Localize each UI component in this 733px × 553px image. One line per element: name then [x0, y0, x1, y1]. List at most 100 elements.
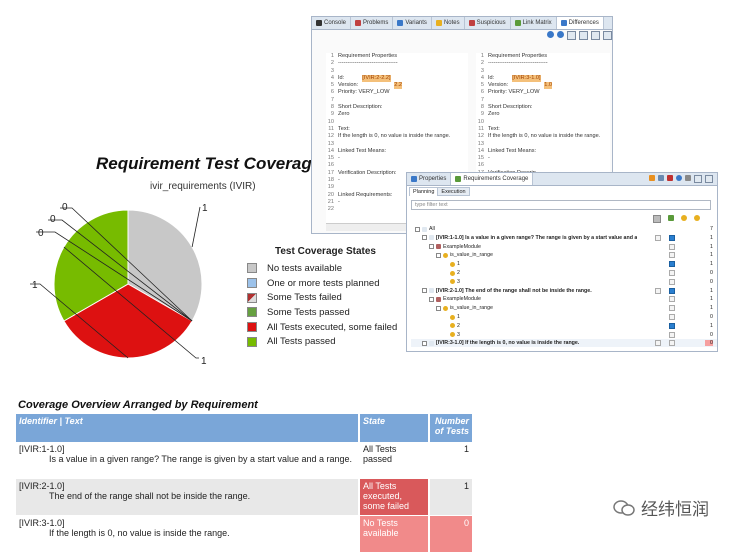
tree-row[interactable]: is_value_in_range 1: [411, 304, 717, 312]
tree-row[interactable]: is_value_in_range 1: [411, 251, 717, 259]
tab-differences[interactable]: Differences: [556, 17, 604, 29]
tab-console[interactable]: Console: [312, 17, 352, 29]
refresh-icon[interactable]: [676, 175, 682, 181]
filter-input[interactable]: type filter text: [411, 200, 711, 210]
tab-execution[interactable]: Execution: [438, 187, 470, 196]
tree-row[interactable]: [IVIR:3-1.0] If the length is 0, no valu…: [411, 339, 717, 348]
tab-label: Requirements Coverage: [463, 176, 529, 182]
tab-variants[interactable]: Variants: [393, 17, 432, 29]
tab-label: Problems: [363, 20, 389, 26]
prev-diff-icon[interactable]: [547, 31, 554, 38]
checkbox[interactable]: [669, 314, 675, 320]
minimize-icon[interactable]: [591, 31, 600, 40]
minimize-icon[interactable]: [694, 175, 702, 183]
checkbox[interactable]: [655, 340, 661, 347]
code-line: 4 Id: [IVIR:3-1.0]: [476, 74, 610, 83]
expand-toggle-icon[interactable]: [429, 296, 434, 302]
checkbox[interactable]: [669, 270, 675, 276]
checked-checkbox[interactable]: [669, 287, 675, 294]
checkbox[interactable]: [669, 331, 675, 338]
tab-properties[interactable]: Properties: [407, 173, 452, 185]
code-line: 3: [326, 68, 468, 75]
checkbox[interactable]: [669, 243, 675, 250]
checked-checkbox[interactable]: [669, 234, 675, 241]
line-text: Id:: [488, 74, 495, 81]
tab-planning[interactable]: Planning: [409, 187, 439, 196]
checkbox[interactable]: [669, 340, 675, 347]
checked-checkbox[interactable]: [669, 322, 675, 329]
test-case-icon: [450, 323, 455, 329]
tab-problems[interactable]: Problems: [351, 17, 394, 29]
line-number: 4: [480, 74, 484, 81]
tab-label: Properties: [419, 176, 447, 182]
count-cell: 1: [710, 322, 713, 329]
tab-link-matrix[interactable]: Link Matrix: [511, 17, 557, 29]
expand-toggle-icon[interactable]: [422, 340, 427, 346]
checkbox[interactable]: [669, 296, 675, 303]
tree-label: 1: [457, 314, 460, 320]
tab-suspicious[interactable]: Suspicious: [465, 17, 511, 29]
tab-icon: [468, 20, 475, 26]
checkbox[interactable]: [655, 287, 661, 294]
tree-row[interactable]: ExampleModule 1: [411, 243, 717, 251]
checked-checkbox[interactable]: [669, 261, 675, 268]
tree-label: 1: [457, 261, 460, 268]
checkbox[interactable]: [669, 278, 675, 285]
filter-icon[interactable]: [649, 175, 655, 181]
right-compare-pane[interactable]: 1 Requirement Properties 2 ----------------…: [476, 53, 610, 193]
count-cell: 0: [710, 314, 713, 320]
expand-toggle-icon[interactable]: [422, 288, 427, 294]
tab-requirements-coverage[interactable]: Requirements Coverage: [451, 173, 534, 185]
coverage-tree[interactable]: All 7 [IVIR:1-1.0] Is a value in a given r…: [411, 225, 717, 349]
next-diff-icon[interactable]: [557, 31, 564, 38]
expand-toggle-icon[interactable]: [415, 226, 420, 232]
line-number: 2: [330, 60, 334, 67]
function-icon: [443, 252, 448, 258]
maximize-icon[interactable]: [603, 31, 612, 40]
code-line: 13: [476, 141, 610, 148]
expand-toggle-icon[interactable]: [436, 252, 441, 258]
horizontal-scrollbar[interactable]: [326, 223, 468, 231]
stop-icon[interactable]: [667, 175, 673, 181]
count-cell: 1: [710, 252, 713, 259]
tab-icon: [316, 20, 322, 26]
pie-slice-label: 0: [38, 228, 44, 239]
maximize-icon[interactable]: [705, 175, 713, 183]
code-line: 22: [326, 206, 468, 213]
legend-swatch: [247, 336, 257, 347]
tab-notes[interactable]: Notes: [432, 17, 465, 29]
code-line: 12 If the length is 0, no value is inside…: [476, 133, 610, 140]
count-cell: 1: [710, 261, 713, 268]
pie-slice-all-tests-passed: [53, 209, 129, 322]
checkbox[interactable]: [669, 252, 675, 259]
expand-toggle-icon[interactable]: [436, 305, 441, 311]
requirement-icon: [429, 288, 434, 294]
tree-row[interactable]: [IVIR:1-1.0] Is a value in a given range…: [411, 234, 717, 242]
menu-icon[interactable]: [685, 175, 691, 181]
line-number: 13: [327, 140, 334, 147]
layout-alt-icon[interactable]: [579, 31, 588, 40]
line-number: 17: [327, 169, 334, 176]
checkbox[interactable]: [655, 234, 661, 241]
tree-row[interactable]: All 7: [411, 225, 717, 233]
code-line: 15-: [476, 155, 610, 162]
count-cell: 1: [710, 243, 713, 250]
expand-toggle-icon[interactable]: [422, 235, 427, 241]
checkbox[interactable]: [669, 305, 675, 312]
link-icon[interactable]: [658, 175, 664, 181]
line-text: Linked Test Means:: [338, 147, 387, 154]
tree-row[interactable]: [IVIR:2-1.0] The end of the range shall …: [411, 287, 717, 295]
diff-highlight: [IVIR:3-1.0]: [512, 74, 541, 83]
tree-row[interactable]: ExampleModule 1: [411, 295, 717, 303]
expand-toggle-icon[interactable]: [429, 244, 434, 250]
legend-label: All Tests executed, some failed: [267, 321, 398, 333]
layout-icon[interactable]: [567, 31, 576, 40]
line-text: Priority: VERY_LOW: [488, 89, 540, 96]
line-text: If the length is 0, no value is inside t…: [338, 133, 451, 140]
